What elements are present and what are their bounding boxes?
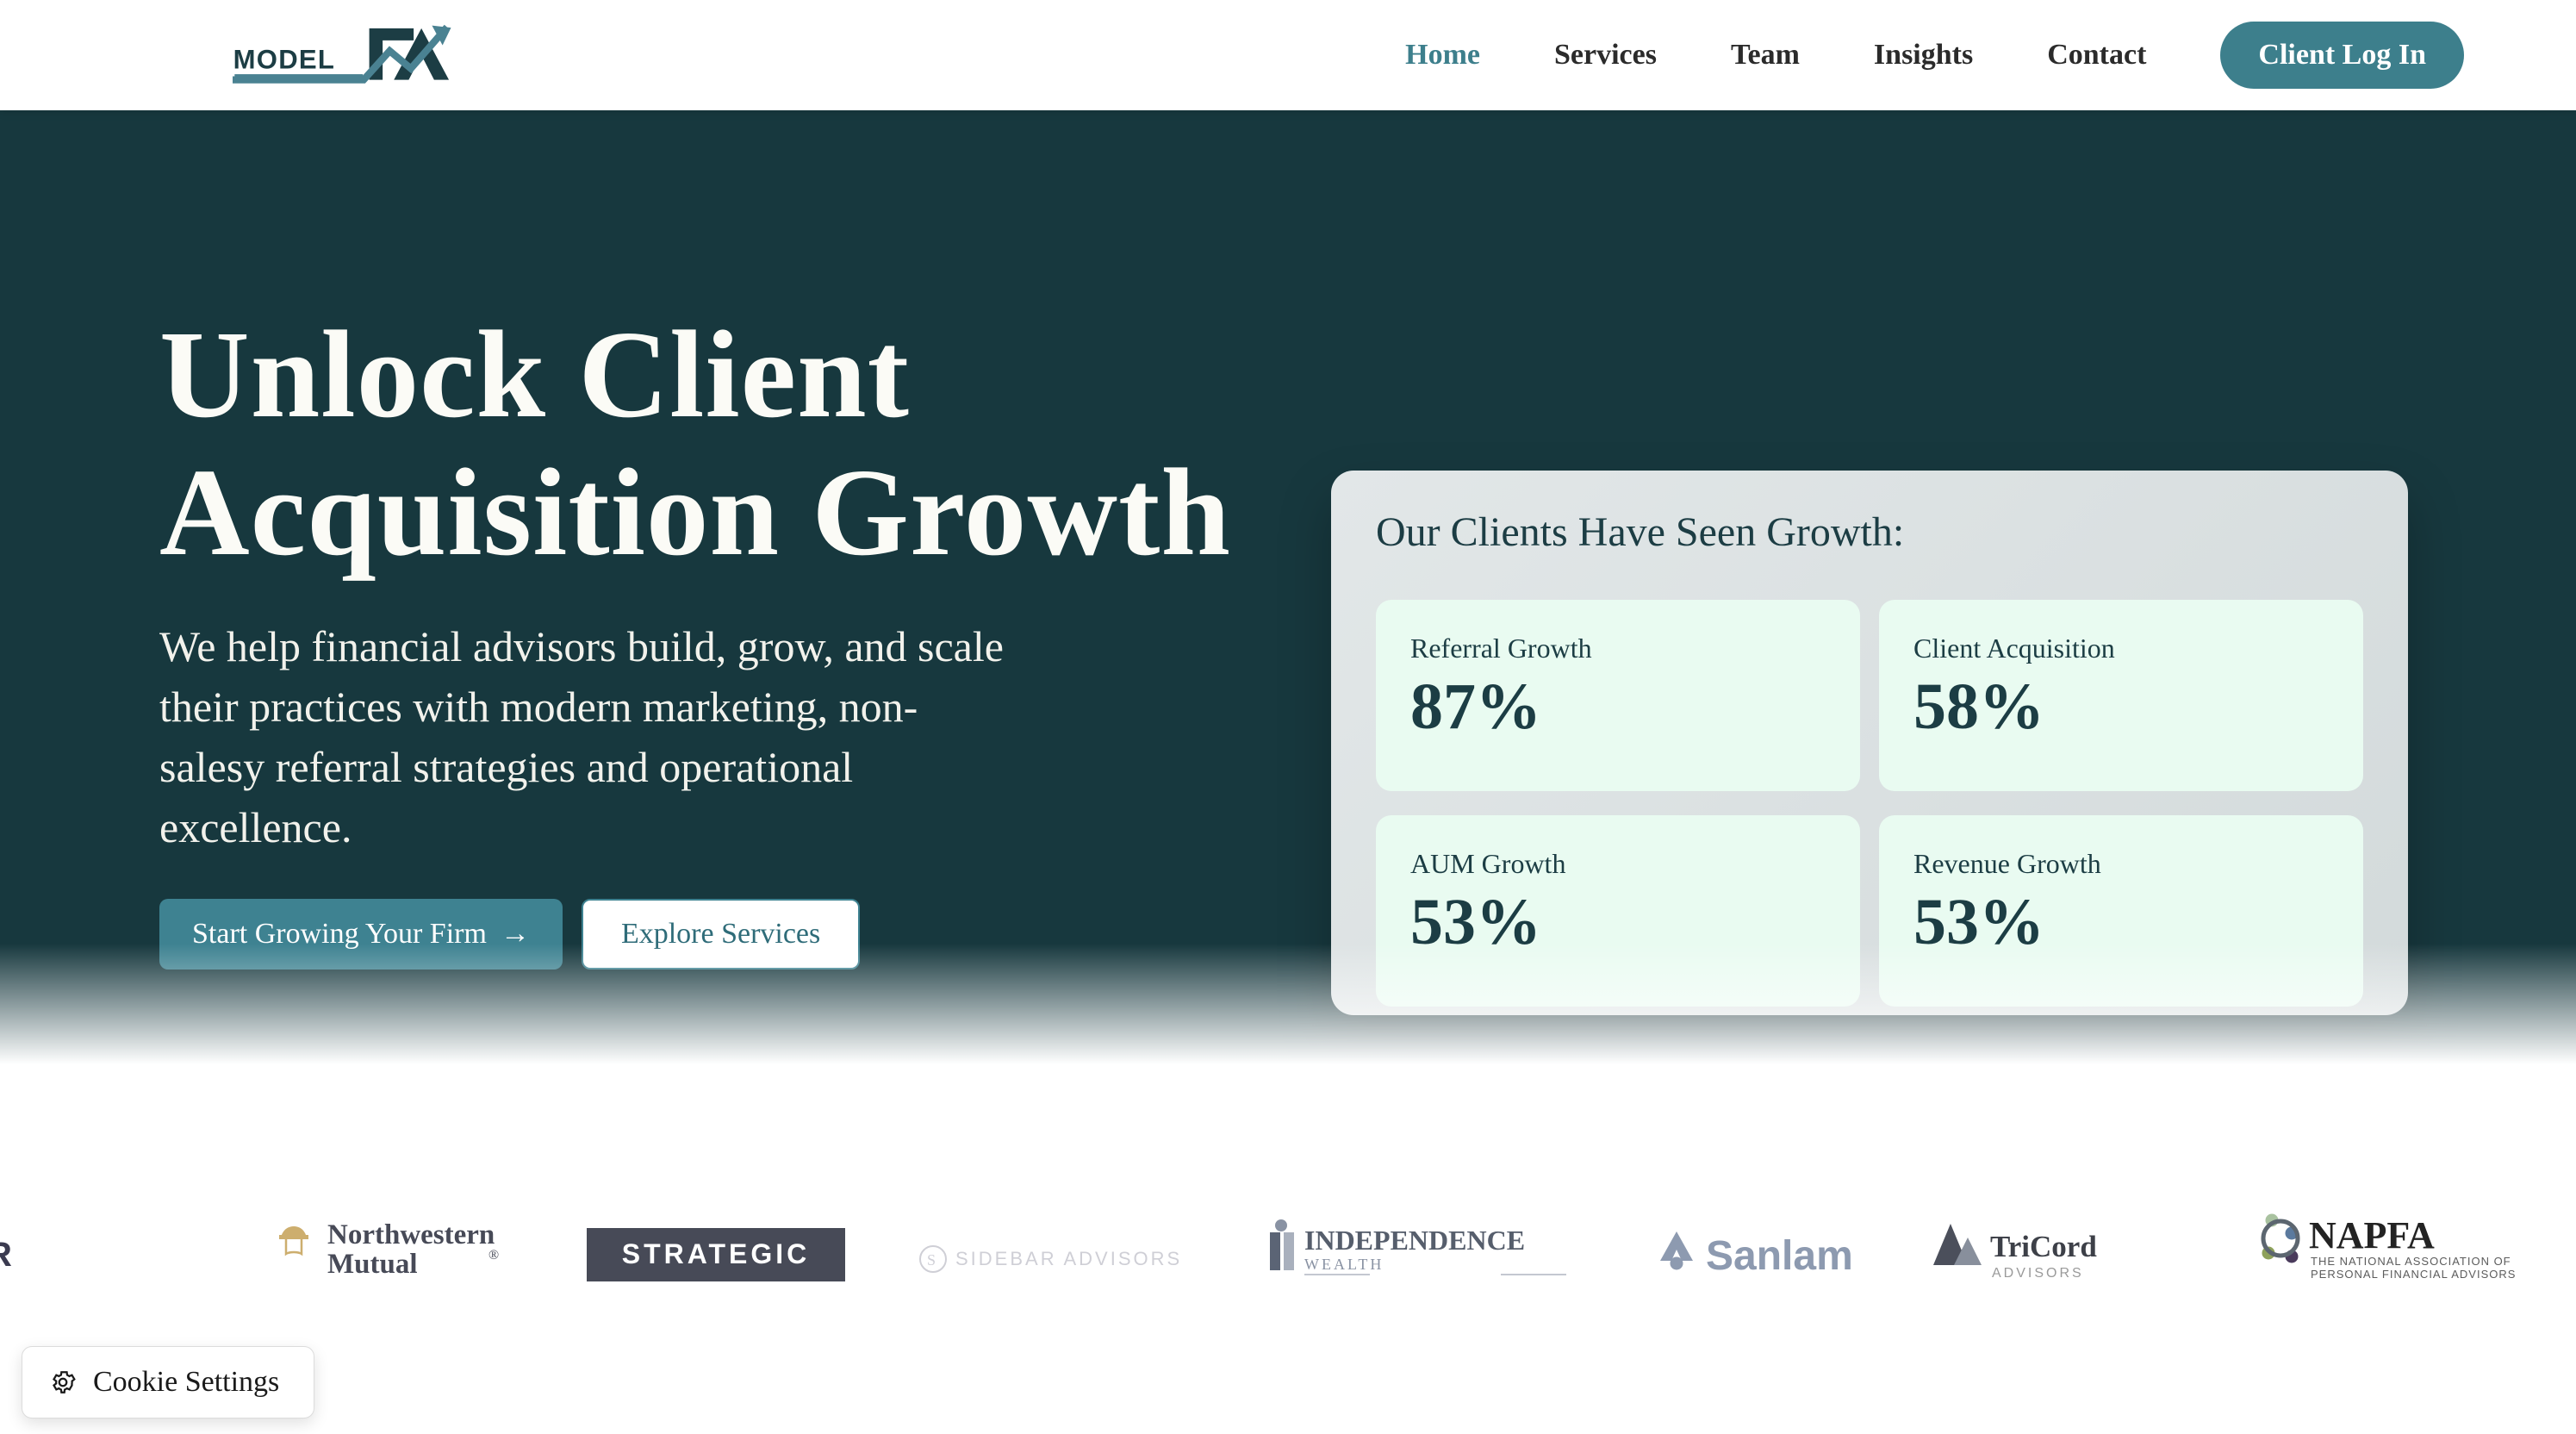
svg-text:®: ® <box>488 1248 499 1263</box>
svg-text:TriCord: TriCord <box>1990 1230 2097 1263</box>
svg-text:STRATEGIC: STRATEGIC <box>622 1238 811 1269</box>
svg-text:S: S <box>927 1251 936 1269</box>
svg-text:ADVISORS: ADVISORS <box>1992 1266 2084 1281</box>
svg-text:Sanlam: Sanlam <box>1706 1233 1853 1279</box>
svg-text:Northwestern: Northwestern <box>327 1219 495 1250</box>
svg-text:SIDEBAR ADVISORS: SIDEBAR ADVISORS <box>955 1248 1182 1269</box>
svg-text:INDEPENDENCE: INDEPENDENCE <box>1304 1225 1525 1256</box>
svg-text:Mutual: Mutual <box>327 1249 418 1280</box>
svg-text:THE NATIONAL ASSOCIATION OF: THE NATIONAL ASSOCIATION OF <box>2311 1255 2511 1268</box>
svg-text:WEALTH: WEALTH <box>1304 1256 1384 1273</box>
svg-text:NAPFA: NAPFA <box>2309 1214 2435 1256</box>
svg-text:MODEL: MODEL <box>233 45 335 75</box>
svg-text:PERSONAL FINANCIAL ADVISORS: PERSONAL FINANCIAL ADVISORS <box>2311 1268 2516 1281</box>
svg-text:EVER: EVER <box>0 1236 12 1274</box>
